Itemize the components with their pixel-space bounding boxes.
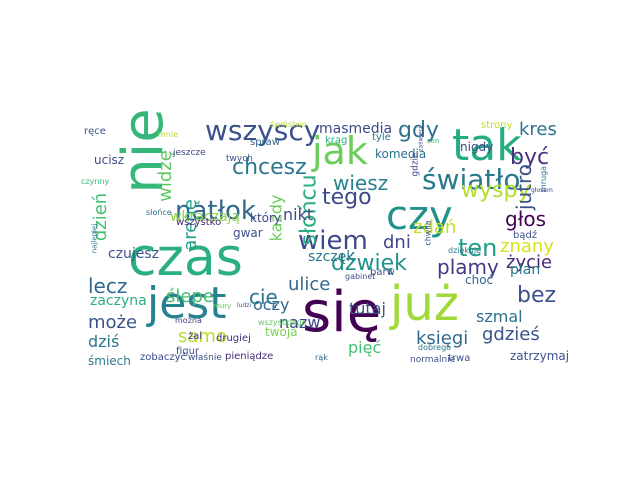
cloud-word: który — [250, 211, 282, 225]
cloud-word: zobaczyć — [140, 352, 187, 363]
cloud-word: światło — [422, 163, 521, 196]
cloud-word: jest — [147, 278, 227, 329]
cloud-word: ręce — [84, 126, 106, 137]
cloud-word: gwar — [233, 226, 263, 240]
cloud-word: dźwięk — [331, 251, 407, 276]
cloud-word: kres — [519, 119, 557, 140]
cloud-word: bądź — [513, 230, 538, 241]
cloud-word: drugiej — [216, 333, 251, 344]
cloud-word: plamy — [437, 255, 499, 279]
cloud-word: ulice — [288, 274, 331, 295]
cloud-word: znany — [500, 236, 554, 257]
cloud-word: tak — [452, 120, 522, 171]
cloud-word: można — [175, 316, 202, 325]
cloud-word: słońce — [146, 208, 172, 217]
cloud-word: twych — [226, 154, 253, 164]
cloud-word: spraw — [250, 137, 280, 148]
cloud-word: dziękuję — [448, 246, 482, 255]
cloud-word: ten — [458, 234, 498, 262]
cloud-word: wszystko — [176, 217, 222, 228]
cloud-word: nigdy — [460, 140, 494, 154]
cloud-word: twoja — [265, 325, 298, 339]
cloud-word: wyspy — [461, 178, 531, 203]
cloud-word: nikt — [283, 205, 314, 224]
cloud-word: figur — [176, 346, 200, 357]
cloud-word: natłok — [175, 196, 256, 226]
cloud-word: jak — [312, 129, 368, 173]
cloud-word: tyle — [372, 132, 391, 143]
cloud-word: już — [390, 276, 459, 332]
cloud-word: oczy — [253, 295, 290, 314]
cloud-word: wkraczają — [170, 209, 240, 225]
cloud-word: masmedia — [319, 121, 393, 137]
cloud-word: zdań — [413, 217, 457, 238]
cloud-word: wszystkiego — [258, 318, 307, 327]
cloud-word: plan — [510, 262, 541, 278]
cloud-word: krąg — [325, 135, 348, 146]
cloud-word: zaczyna — [90, 293, 147, 309]
cloud-word: zatrzymaj — [510, 349, 570, 363]
cloud-word: wszyscy — [205, 114, 321, 147]
cloud-word: samo — [178, 326, 227, 347]
cloud-word: się — [302, 280, 382, 345]
cloud-word: ucisz — [94, 153, 125, 167]
cloud-word: chcesz — [232, 155, 307, 180]
cloud-word: szmal — [476, 307, 523, 326]
cloud-word: szczęk — [308, 249, 355, 265]
cloud-word: śmiech — [88, 354, 131, 368]
cloud-word: głos — [505, 207, 547, 231]
cloud-word: właśnie — [188, 353, 222, 363]
cloud-word: dobrego — [418, 343, 452, 352]
cloud-word: bez — [517, 283, 557, 308]
cloud-word: tego — [322, 185, 372, 210]
cloud-word: czy — [386, 193, 453, 239]
cloud-word: gabinet — [345, 272, 376, 281]
cloud-word: tutaj — [349, 299, 386, 318]
cloud-word: pięć — [348, 338, 382, 357]
cloud-word: lecz — [88, 274, 128, 298]
cloud-word: normalnie — [410, 355, 456, 365]
cloud-word: mnie — [158, 130, 179, 139]
cloud-word: choć — [465, 273, 494, 287]
cloud-word: pieniądze — [225, 351, 274, 362]
cloud-word: głosem — [531, 187, 553, 194]
cloud-word: trwa — [448, 353, 471, 364]
cloud-word: nazw — [279, 313, 321, 332]
cloud-word: ludzi — [237, 302, 252, 309]
cloud-word: czynny — [81, 177, 110, 186]
cloud-word: zaświeci — [417, 126, 425, 152]
cloud-word: jeszcze — [173, 148, 206, 158]
cloud-word: życie — [506, 252, 553, 273]
cloud-word: dziś — [88, 332, 120, 351]
cloud-word: wiem — [298, 226, 368, 256]
cloud-word: najlepiej — [90, 223, 99, 254]
cloud-word: rąk — [315, 353, 328, 362]
cloud-word: sen — [427, 137, 440, 145]
cloud-word: ślepe — [166, 286, 214, 307]
cloud-word: czujesz — [108, 246, 160, 262]
cloud-word: gdzie — [410, 152, 421, 177]
cloud-word: świństwo — [270, 120, 307, 129]
cloud-word: komedia — [375, 147, 427, 161]
cloud-word: wiesz — [333, 171, 389, 195]
cloud-word: czas — [128, 228, 243, 288]
cloud-word: mury — [213, 302, 232, 310]
cloud-word: gdzieś — [482, 324, 540, 345]
cloud-word: chwila — [423, 220, 433, 246]
cloud-word: gdy — [398, 118, 439, 143]
cloud-word: może — [88, 312, 138, 333]
cloud-word: cię — [249, 285, 278, 309]
cloud-word: być — [510, 145, 550, 170]
cloud-word: żal — [188, 331, 203, 342]
cloud-word: księgi — [416, 328, 469, 349]
cloud-word: dni — [383, 232, 411, 253]
cloud-word: barw — [370, 267, 395, 278]
cloud-word: strony — [481, 120, 513, 131]
